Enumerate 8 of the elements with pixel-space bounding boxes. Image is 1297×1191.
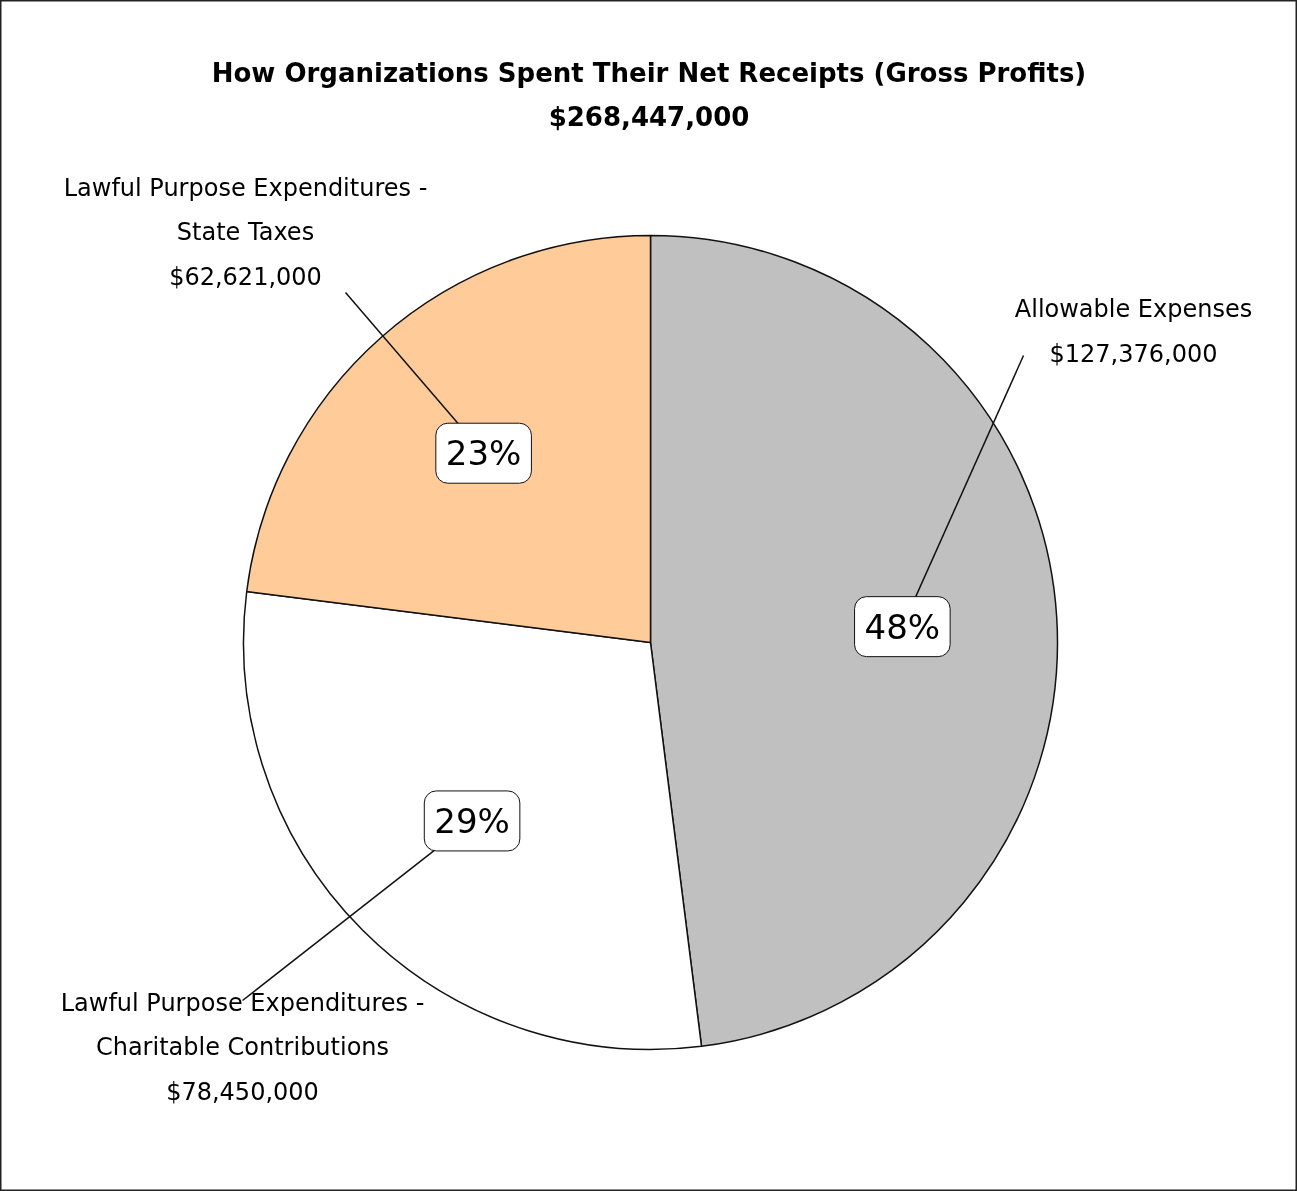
chart-subtitle: $268,447,000 bbox=[548, 101, 750, 132]
slice-label: Allowable Expenses $127,376,000 bbox=[1014, 295, 1253, 368]
chart-title: How Organizations Spent Their Net Receipts (Gross Profits) bbox=[211, 57, 1087, 88]
slice-label: Lawful Purpose Expenditures - State Taxes $62,621,000 bbox=[63, 173, 428, 292]
data-label: 29% bbox=[434, 800, 510, 841]
data-label: 48% bbox=[864, 606, 941, 647]
data-label: 23% bbox=[445, 433, 522, 474]
slice-label: Lawful Purpose Expenditures - Charitable Contributions $78,450,000 bbox=[60, 988, 425, 1107]
